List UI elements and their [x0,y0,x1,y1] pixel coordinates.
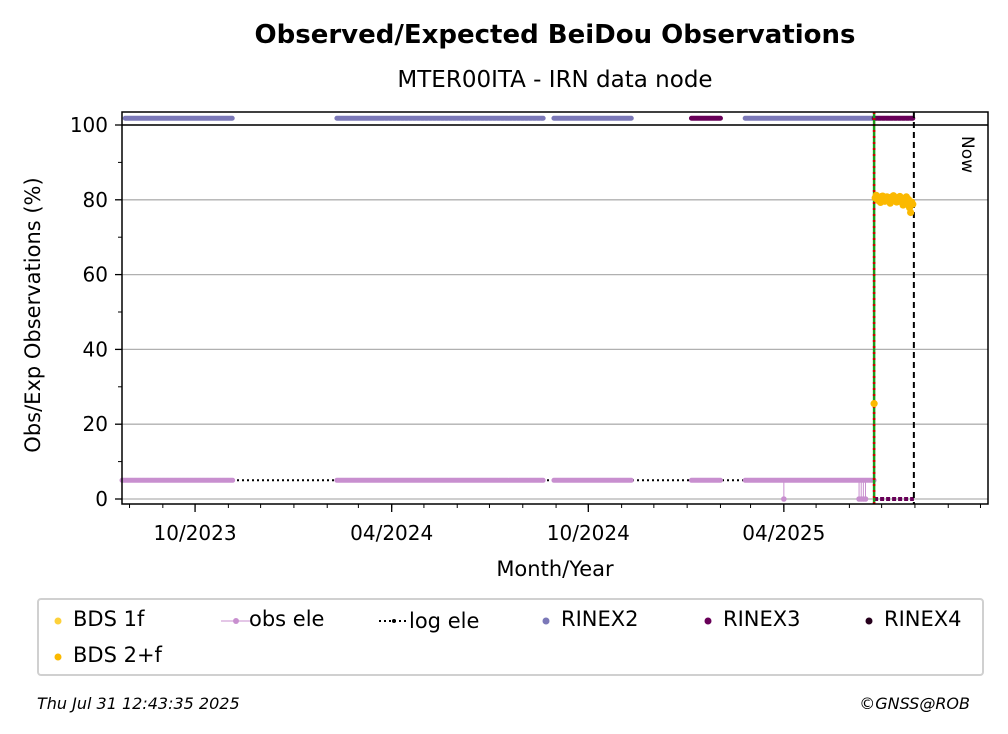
legend-symbol-rinex4 [865,617,873,625]
plot-area-frame [121,111,989,505]
legend-label-rinex4: RINEX4 [884,607,962,631]
legend-symbol-rinex2 [542,617,550,625]
chart-title: Observed/Expected BeiDou Observations [255,20,856,50]
chart-svg: Observed/Expected BeiDou Observations MT… [21,20,989,581]
legend-label-rinex2: RINEX2 [561,607,639,631]
bds-2f-point-0 [870,400,878,408]
x-axis-label: Month/Year [496,557,614,581]
grid-lines [122,124,988,500]
y-tick-label-60: 60 [83,263,108,287]
y-tick-label-100: 100 [70,113,108,137]
y-tick-label-40: 40 [83,337,108,361]
axes: 0 20 40 60 80 100 10/2023 04/2024 10/2024 04/2025 [70,113,981,545]
obs-ele-zero-point-0 [781,496,787,502]
x-tick-label-3: 04/2025 [742,521,825,545]
x-tick-label-0: 10/2023 [154,521,237,545]
marker-lines [872,112,915,504]
now-label: Now [957,136,977,173]
y-tick-label-80: 80 [83,188,108,212]
y-tick-label-0: 0 [95,487,108,511]
bds-2f-point-34 [907,208,915,217]
y-tick-label-20: 20 [83,412,108,436]
legend-label-obs-ele: obs ele [249,607,325,631]
legend-symbol-bds-1f [54,617,62,625]
legend-label-rinex3: RINEX3 [723,607,801,631]
data-points [781,191,917,502]
bds-2f-point-36 [909,200,917,208]
legend-label-bds-2f: BDS 2+f [73,643,162,667]
legend-label-bds-1f: BDS 1f [73,607,145,631]
footer-copyright: ©GNSS@ROB [859,694,970,713]
x-tick-label-2: 10/2024 [547,521,630,545]
chart-subtitle: MTER00ITA - IRN data node [397,67,712,93]
footer-timestamp: Thu Jul 31 12:43:35 2025 [37,694,240,713]
y-axis-label: Obs/Exp Observations (%) [21,177,45,452]
legend-symbol-rinex3 [704,617,712,625]
legend-symbol-obs-ele [221,618,251,624]
legend: BDS 1f obs ele log ele RINEX2 RINEX3 RIN… [37,598,984,676]
legend-symbol-log-ele [379,619,409,623]
legend-symbol-bds-2f [54,653,62,661]
x-tick-label-1: 04/2024 [350,521,433,545]
legend-label-log-ele: log ele [409,609,480,633]
obs-ele-zero-point-4 [862,496,869,502]
range-bars [119,115,916,501]
